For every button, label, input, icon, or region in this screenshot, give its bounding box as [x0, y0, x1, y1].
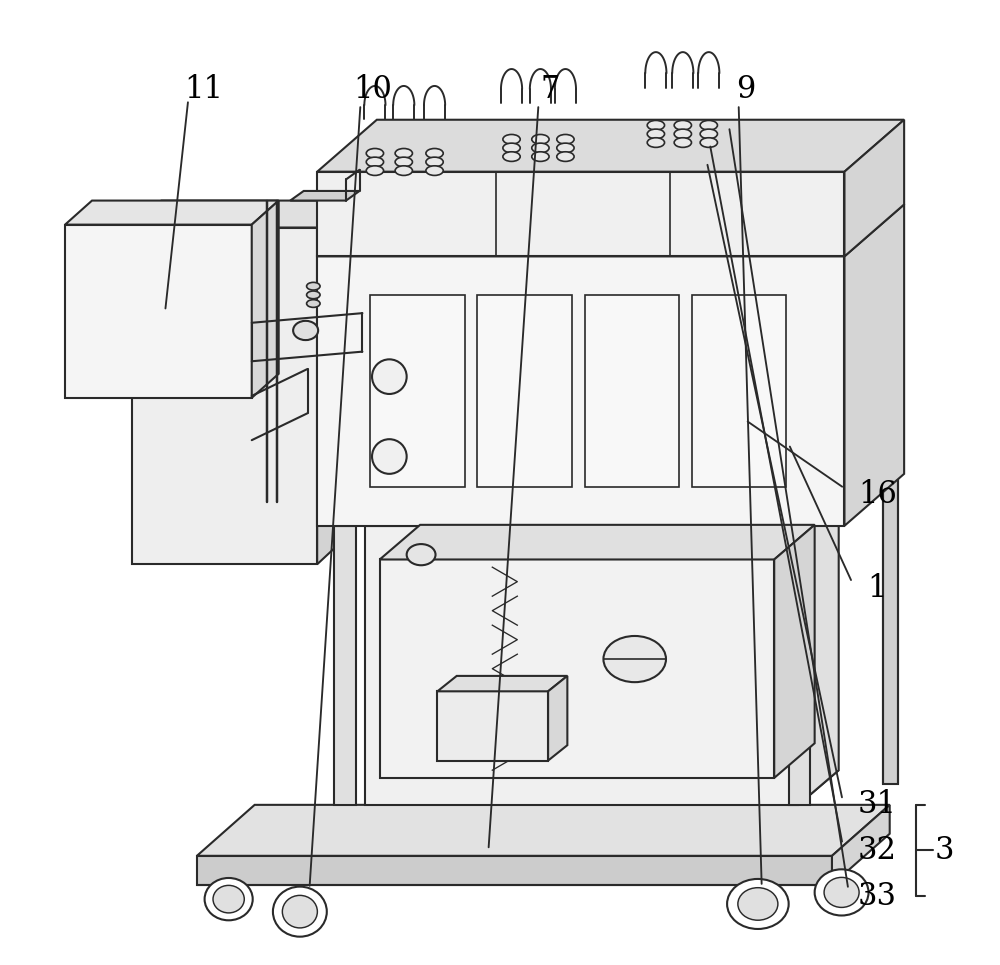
Polygon shape: [844, 205, 904, 526]
Ellipse shape: [647, 121, 665, 130]
Ellipse shape: [557, 143, 574, 152]
Ellipse shape: [603, 636, 666, 682]
Ellipse shape: [557, 134, 574, 144]
Ellipse shape: [674, 121, 691, 130]
Polygon shape: [832, 805, 890, 885]
Text: 33: 33: [858, 881, 897, 912]
Ellipse shape: [426, 149, 443, 158]
Polygon shape: [365, 770, 839, 805]
Polygon shape: [65, 225, 252, 398]
Ellipse shape: [815, 869, 869, 916]
Ellipse shape: [426, 166, 443, 176]
Ellipse shape: [824, 877, 859, 907]
Ellipse shape: [205, 878, 253, 921]
Ellipse shape: [273, 887, 327, 937]
Text: 16: 16: [858, 479, 897, 510]
Circle shape: [372, 439, 407, 474]
Text: 9: 9: [736, 74, 755, 105]
Ellipse shape: [674, 138, 691, 148]
Bar: [370, 295, 465, 487]
Polygon shape: [798, 491, 839, 805]
Text: 31: 31: [858, 789, 897, 820]
Polygon shape: [548, 676, 567, 760]
Polygon shape: [317, 201, 346, 565]
Ellipse shape: [307, 300, 320, 308]
Ellipse shape: [395, 166, 412, 176]
Ellipse shape: [366, 149, 384, 158]
Ellipse shape: [727, 879, 789, 929]
Bar: [692, 295, 786, 487]
Ellipse shape: [395, 149, 412, 158]
Polygon shape: [65, 201, 279, 225]
Ellipse shape: [503, 134, 520, 144]
Polygon shape: [334, 526, 356, 805]
Polygon shape: [252, 201, 279, 398]
Ellipse shape: [407, 544, 436, 565]
Ellipse shape: [738, 888, 778, 921]
Polygon shape: [317, 205, 904, 257]
Polygon shape: [317, 120, 904, 172]
Ellipse shape: [503, 143, 520, 152]
Ellipse shape: [700, 138, 717, 148]
Polygon shape: [380, 560, 774, 778]
Text: 3: 3: [935, 835, 954, 866]
Polygon shape: [774, 525, 815, 778]
Polygon shape: [317, 172, 844, 257]
Polygon shape: [317, 257, 844, 526]
Polygon shape: [883, 474, 898, 784]
Ellipse shape: [307, 291, 320, 299]
Polygon shape: [844, 120, 904, 257]
Ellipse shape: [700, 121, 717, 130]
Ellipse shape: [647, 129, 665, 139]
Ellipse shape: [674, 129, 691, 139]
Bar: [477, 295, 572, 487]
Ellipse shape: [307, 283, 320, 290]
Ellipse shape: [532, 143, 549, 152]
Polygon shape: [437, 691, 548, 760]
Polygon shape: [385, 500, 399, 794]
Text: 11: 11: [184, 74, 223, 105]
Ellipse shape: [395, 157, 412, 167]
Ellipse shape: [213, 885, 244, 913]
Polygon shape: [197, 805, 890, 856]
Ellipse shape: [293, 320, 318, 340]
Ellipse shape: [557, 152, 574, 161]
Polygon shape: [437, 676, 567, 691]
Polygon shape: [132, 201, 346, 228]
Text: 10: 10: [354, 74, 392, 105]
Ellipse shape: [647, 138, 665, 148]
Polygon shape: [380, 525, 815, 560]
Circle shape: [372, 359, 407, 394]
Ellipse shape: [700, 129, 717, 139]
Ellipse shape: [282, 896, 317, 928]
Ellipse shape: [503, 152, 520, 161]
Polygon shape: [290, 191, 360, 201]
Polygon shape: [365, 526, 798, 805]
Ellipse shape: [426, 157, 443, 167]
Text: 32: 32: [858, 835, 897, 866]
Bar: [585, 295, 679, 487]
Text: 7: 7: [540, 74, 560, 105]
Polygon shape: [197, 856, 832, 885]
Text: 1: 1: [867, 573, 887, 604]
Polygon shape: [132, 228, 317, 565]
Ellipse shape: [532, 152, 549, 161]
Ellipse shape: [532, 134, 549, 144]
Ellipse shape: [366, 157, 384, 167]
Ellipse shape: [366, 166, 384, 176]
Polygon shape: [789, 526, 810, 805]
